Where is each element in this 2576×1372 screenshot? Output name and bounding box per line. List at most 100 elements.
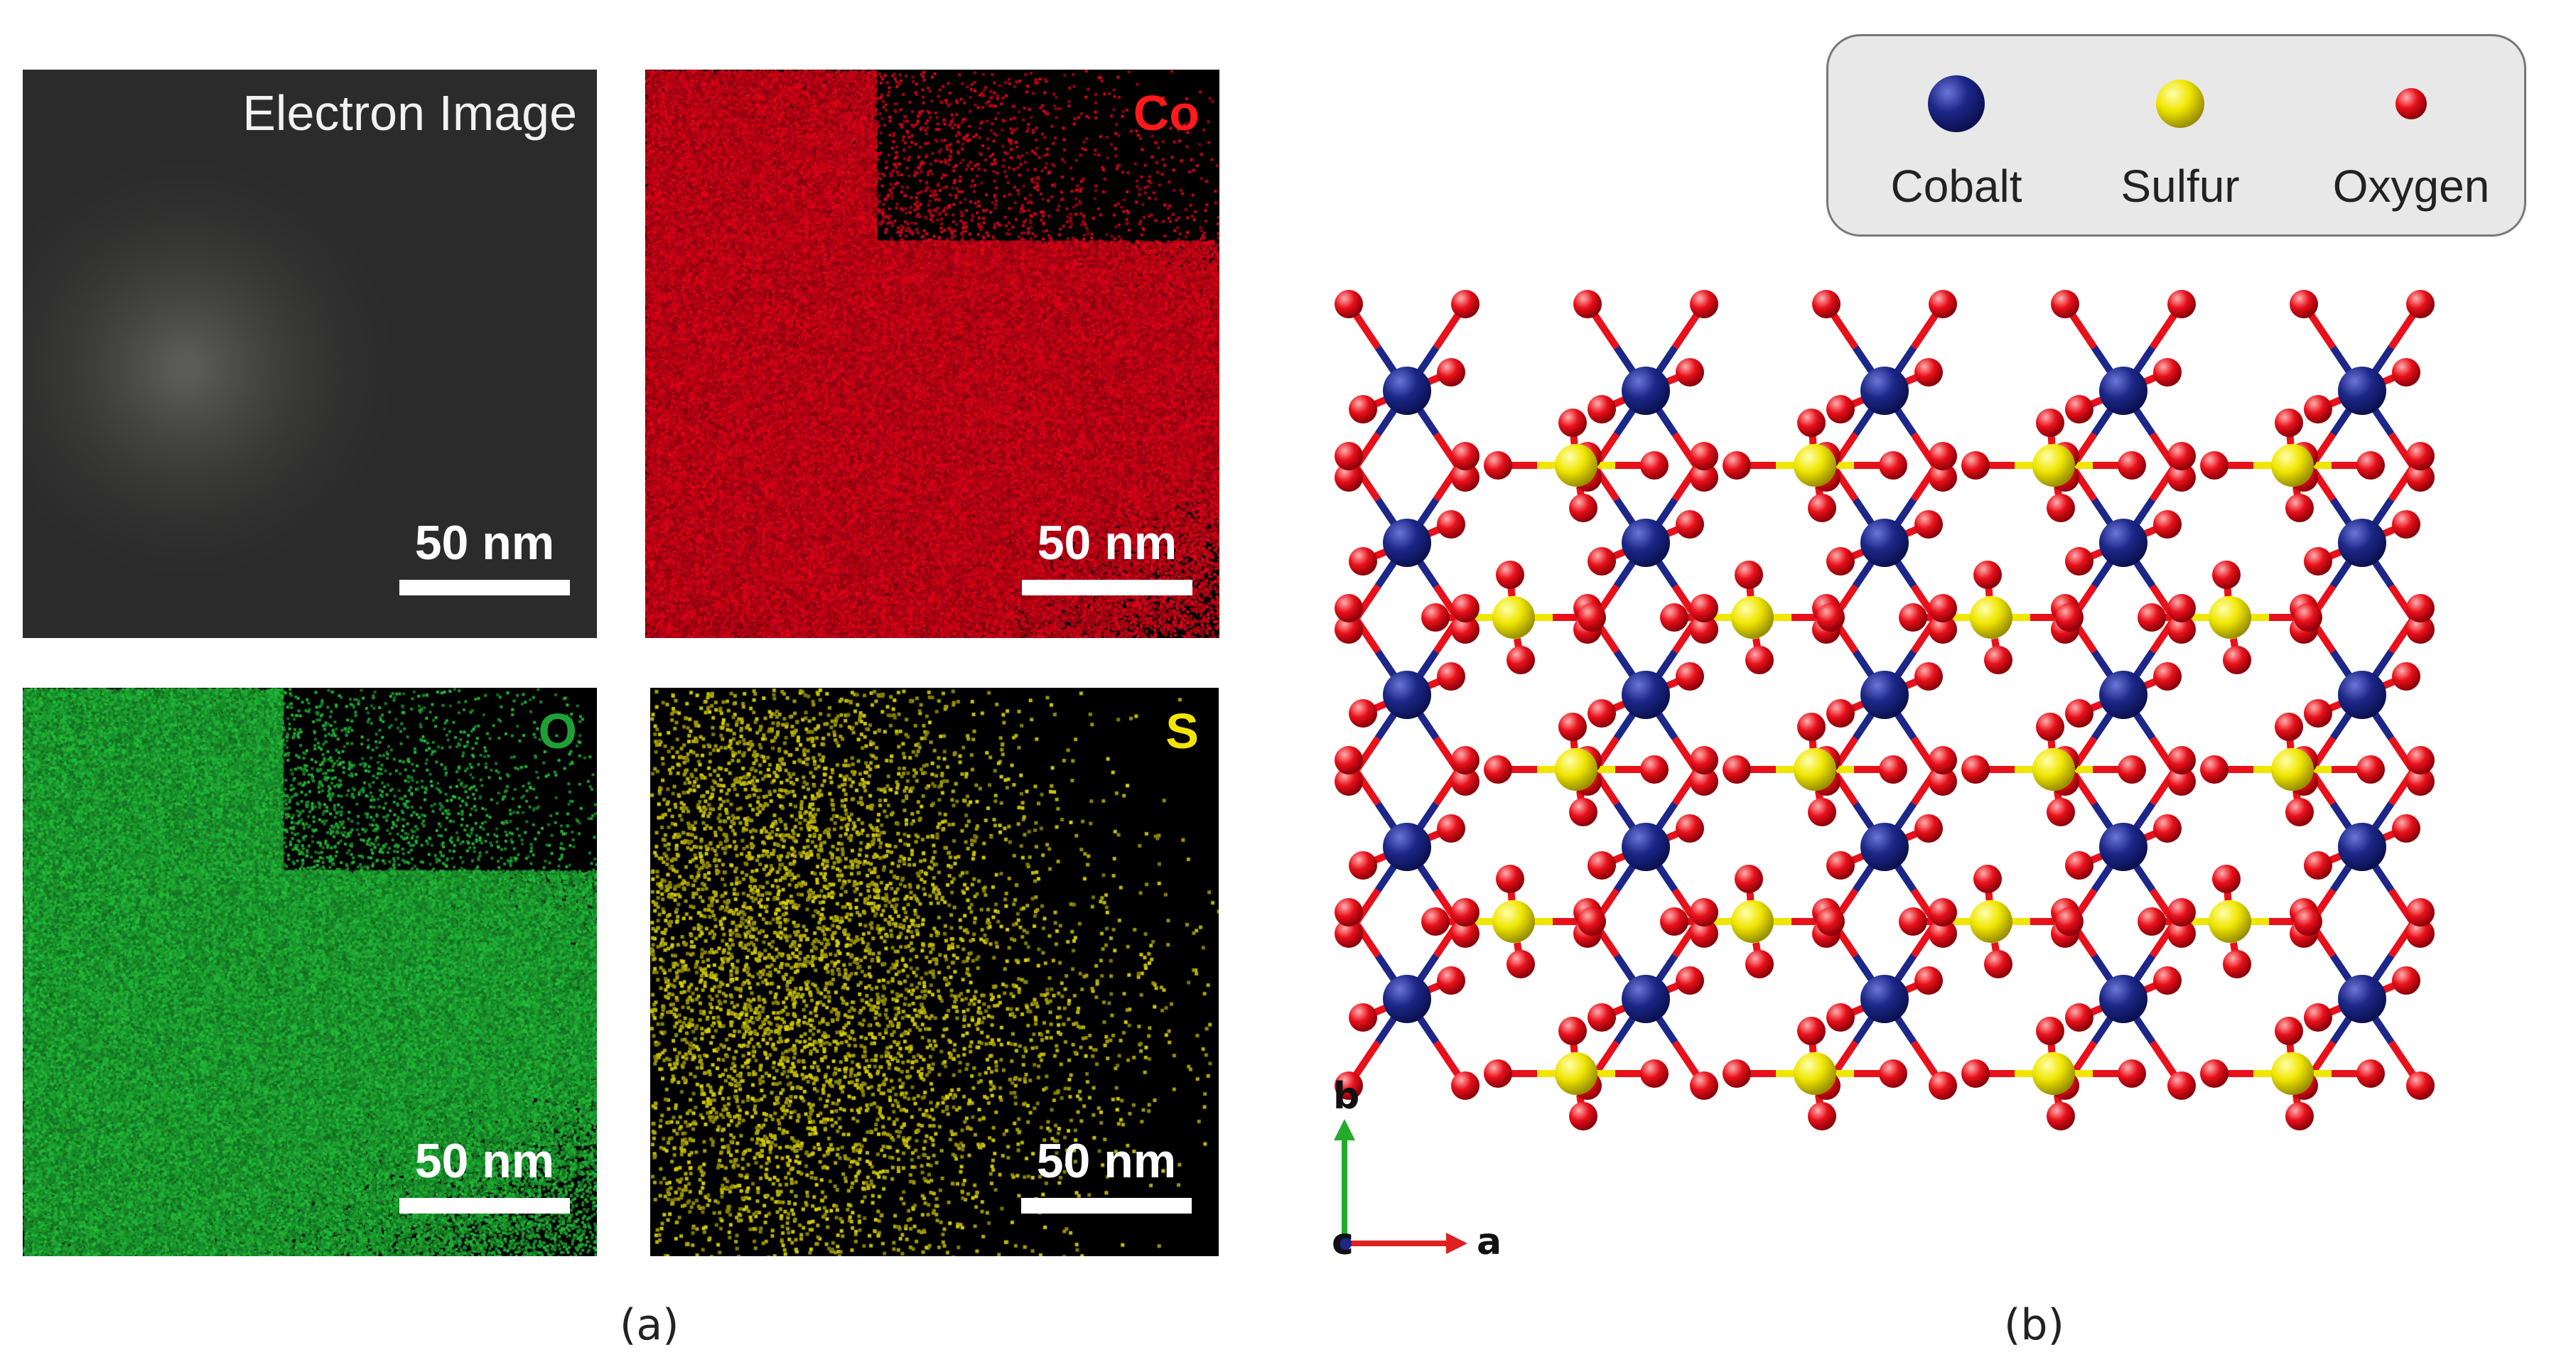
sulfur-atom bbox=[2032, 748, 2075, 791]
sulfur-atom bbox=[1970, 596, 2012, 639]
oxygen-atom bbox=[1335, 463, 1363, 492]
oxygen-atom bbox=[1484, 1059, 1512, 1088]
axis-indicator: b c a bbox=[1332, 1080, 1502, 1263]
oxygen-atom bbox=[2036, 713, 2064, 741]
oxygen-atom bbox=[1676, 358, 1704, 387]
oxygen-atom bbox=[2065, 395, 2093, 423]
oxygen-atom bbox=[1826, 1003, 1855, 1032]
c-axis-label: c bbox=[1332, 1221, 1354, 1263]
oxygen-atom bbox=[2285, 1102, 2314, 1130]
oxygen-atom bbox=[1451, 463, 1480, 492]
cobalt-atom bbox=[1383, 519, 1431, 567]
oxygen-atom bbox=[1335, 290, 1363, 318]
scale-bar-line bbox=[399, 1198, 570, 1214]
oxygen-atom bbox=[2167, 615, 2196, 644]
sulfur-atom bbox=[2209, 596, 2251, 639]
oxygen-atom bbox=[1558, 409, 1587, 437]
oxygen-atom bbox=[2118, 1059, 2146, 1088]
oxygen-atom bbox=[1745, 646, 1774, 674]
oxygen-atom bbox=[1349, 395, 1377, 423]
oxygen-atom bbox=[2153, 510, 2182, 539]
oxygen-atom bbox=[2294, 907, 2322, 936]
oxygen-atom bbox=[1929, 463, 1957, 492]
s-map-title: S bbox=[1165, 703, 1199, 759]
oxygen-atom bbox=[1929, 898, 1957, 927]
legend-item-cobalt: Cobalt bbox=[1864, 72, 2049, 212]
oxygen-atom bbox=[1451, 615, 1480, 644]
oxygen-atom bbox=[1929, 442, 1957, 470]
oxygen-atom bbox=[1437, 510, 1465, 539]
oxygen-atom bbox=[1929, 767, 1957, 796]
oxygen-atom bbox=[1437, 814, 1465, 843]
oxygen-atom bbox=[2392, 814, 2420, 843]
oxygen-atom bbox=[2406, 463, 2435, 492]
oxygen-atom bbox=[1745, 950, 1774, 978]
oxygen-atom bbox=[1660, 603, 1688, 632]
oxygen-atom bbox=[2065, 851, 2093, 880]
oxygen-atom bbox=[2065, 547, 2093, 576]
oxygen-atom bbox=[2356, 1059, 2385, 1088]
oxygen-atom bbox=[2392, 662, 2420, 691]
oxygen-atom bbox=[2406, 919, 2435, 948]
oxygen-atom bbox=[2055, 907, 2084, 936]
oxygen-atom bbox=[2167, 919, 2196, 948]
oxygen-atom bbox=[1690, 898, 1718, 927]
oxygen-atom bbox=[2392, 510, 2420, 539]
oxygen-atom bbox=[1588, 547, 1616, 576]
oxygen-atom bbox=[1578, 907, 1606, 936]
cobalt-atom bbox=[2099, 671, 2147, 719]
oxygen-atom bbox=[1588, 851, 1616, 880]
cobalt-atom bbox=[1860, 671, 1909, 719]
oxygen-atom bbox=[1496, 865, 1524, 893]
electron-image-title: Electron Image bbox=[242, 85, 577, 141]
oxygen-atom bbox=[2200, 1059, 2229, 1088]
oxygen-atom bbox=[1335, 767, 1363, 796]
sulfur-atom bbox=[2271, 444, 2314, 487]
oxygen-atom bbox=[1349, 1003, 1377, 1032]
electron-image-panel: Electron Image 50 nm bbox=[23, 70, 597, 638]
oxygen-atom bbox=[2275, 1017, 2303, 1045]
oxygen-atom bbox=[2275, 713, 2303, 741]
cobalt-atom bbox=[2338, 823, 2386, 871]
o-map-title: O bbox=[538, 703, 577, 759]
legend-label-sulfur: Sulfur bbox=[2120, 161, 2240, 212]
cobalt-atom bbox=[1622, 367, 1670, 415]
co-map-panel: Co 50 nm bbox=[645, 70, 1219, 638]
oxygen-atom bbox=[2290, 290, 2318, 318]
oxygen-atom bbox=[1507, 646, 1535, 674]
a-axis-label: a bbox=[1477, 1221, 1502, 1263]
cobalt-atom bbox=[1860, 823, 1909, 871]
oxygen-atom bbox=[2153, 662, 2182, 691]
oxygen-atom bbox=[1797, 409, 1826, 437]
oxygen-atom bbox=[1735, 561, 1763, 589]
oxygen-atom bbox=[2406, 442, 2435, 470]
oxygen-atom bbox=[1826, 699, 1855, 728]
oxygen-atom bbox=[1690, 442, 1718, 470]
scale-bar: 50 nm bbox=[1021, 1137, 1192, 1214]
oxygen-atom bbox=[1451, 290, 1480, 318]
oxygen-atom bbox=[2304, 547, 2332, 576]
scale-bar: 50 nm bbox=[399, 1137, 570, 1214]
oxygen-atom bbox=[1421, 907, 1450, 936]
oxygen-atom bbox=[1588, 1003, 1616, 1032]
oxygen-atom bbox=[2200, 451, 2229, 480]
oxygen-atom bbox=[1676, 510, 1704, 539]
sulfur-atom bbox=[2209, 900, 2251, 943]
oxygen-atom bbox=[1588, 395, 1616, 423]
oxygen-atom bbox=[1984, 950, 2012, 978]
oxygen-atom bbox=[1797, 1017, 1826, 1045]
scale-bar-line bbox=[1022, 580, 1192, 595]
cobalt-atom bbox=[1383, 367, 1431, 415]
cobalt-atom bbox=[1383, 671, 1431, 719]
oxygen-atom bbox=[1826, 547, 1855, 576]
oxygen-atom bbox=[1496, 561, 1524, 589]
oxygen-atom bbox=[2406, 898, 2435, 927]
sulfur-atom bbox=[1555, 444, 1597, 487]
oxygen-atom bbox=[2065, 699, 2093, 728]
cobalt-atom bbox=[1383, 975, 1431, 1023]
oxygen-atom bbox=[2036, 409, 2064, 437]
oxygen-atom bbox=[2285, 494, 2314, 522]
oxygen-atom bbox=[1335, 594, 1363, 622]
sulfur-atom bbox=[1794, 1052, 1836, 1095]
oxygen-atom bbox=[1349, 547, 1377, 576]
